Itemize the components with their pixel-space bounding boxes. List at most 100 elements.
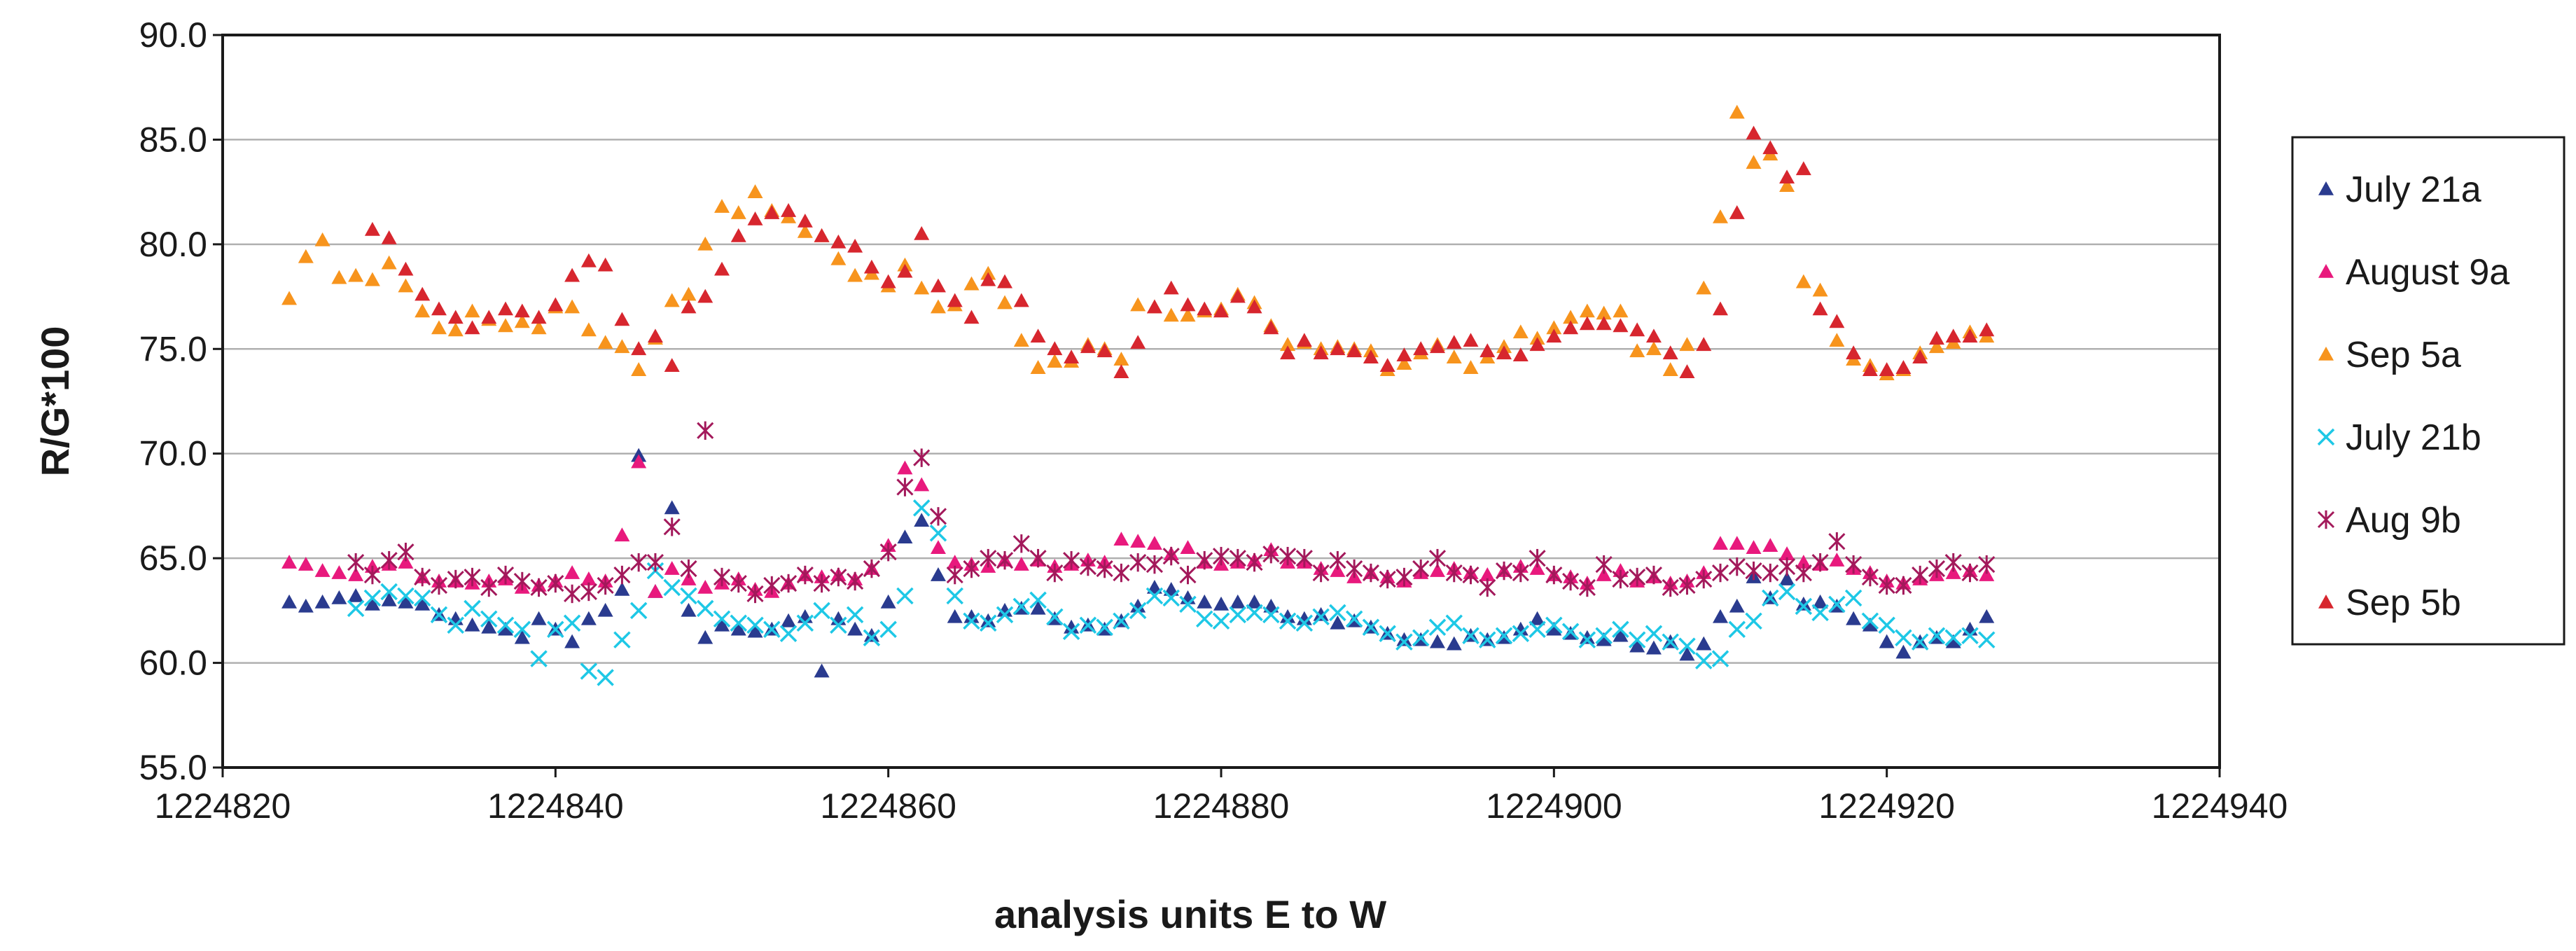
point-july-21a [1529, 611, 1545, 625]
point-sep-5b [830, 234, 847, 249]
point-sep-5b [531, 310, 547, 324]
point-july-21b [1279, 612, 1297, 630]
x-axis-title: analysis units E to W [994, 892, 1386, 936]
point-aug-9b [1279, 546, 1297, 566]
point-july-21b [1728, 620, 1746, 638]
point-july-21a [1979, 609, 1995, 623]
point-aug-9b [1129, 553, 1147, 572]
point-sep-5b [1879, 362, 1895, 376]
point-sep-5b [1729, 205, 1745, 219]
point-july-21a [1130, 598, 1146, 613]
point-july-21b [1113, 612, 1130, 630]
point-july-21b [1961, 627, 1979, 644]
point-sep-5a [415, 303, 431, 318]
point-july-21b [1694, 652, 1713, 669]
point-sep-5b [1446, 335, 1462, 349]
point-aug-9b [1295, 548, 1313, 568]
point-july-21b [813, 602, 830, 620]
legend-marker-sep-5a [2318, 347, 2334, 361]
point-aug-9b [1346, 559, 1363, 578]
point-sep-5b [1146, 299, 1162, 314]
point-july-21a [1230, 594, 1246, 609]
point-august-9a [1596, 567, 1612, 581]
point-sep-5b [1163, 280, 1179, 295]
point-sep-5b [1330, 341, 1346, 356]
data-points [281, 104, 1996, 686]
point-july-21a [498, 621, 514, 636]
point-sep-5b [1679, 364, 1695, 378]
point-sep-5b [697, 289, 713, 303]
point-july-21a [897, 529, 913, 544]
point-july-21b [696, 599, 714, 618]
point-aug-9b [1512, 563, 1529, 583]
point-july-21b [480, 610, 498, 628]
x-tick-label: 1224840 [487, 786, 624, 826]
point-aug-9b [980, 548, 997, 568]
point-july-21a [1879, 634, 1895, 648]
point-sep-5b [364, 221, 380, 236]
point-sep-5b [1529, 337, 1545, 352]
point-aug-9b [1578, 578, 1596, 597]
point-august-9a [1429, 563, 1445, 577]
point-aug-9b [830, 567, 847, 587]
point-july-21a [1296, 611, 1312, 625]
point-july-21b [1029, 591, 1047, 609]
point-august-9a [647, 583, 663, 598]
point-aug-9b [1728, 557, 1746, 576]
point-sep-5a [364, 272, 380, 286]
point-july-21b [347, 599, 365, 618]
point-sep-5a [1629, 343, 1645, 358]
point-sep-5b [1746, 125, 1762, 140]
point-sep-5a [714, 199, 730, 213]
point-sep-5b [1230, 289, 1246, 303]
point-sep-5b [1962, 328, 1978, 343]
point-july-21b [1312, 608, 1330, 626]
point-sep-5a [1030, 360, 1046, 374]
point-sep-5b [1113, 364, 1129, 378]
point-july-21b [1612, 620, 1629, 638]
legend-marker-july-21b [2317, 428, 2335, 446]
point-july-21b [763, 620, 781, 638]
point-sep-5b [1047, 341, 1063, 356]
point-sep-5b [1246, 299, 1262, 314]
point-july-21b [1978, 631, 1996, 648]
point-july-21b [730, 614, 748, 632]
point-july-21b [830, 616, 847, 634]
point-august-9a [1779, 546, 1795, 560]
point-sep-5a [997, 295, 1013, 310]
point-august-9a [664, 561, 680, 575]
point-august-9a [348, 567, 364, 581]
point-aug-9b [1395, 567, 1413, 587]
point-sep-5a [1779, 178, 1795, 192]
point-sep-5a [1446, 349, 1462, 364]
point-aug-9b [913, 448, 931, 467]
point-aug-9b [1629, 567, 1646, 587]
point-sep-5b [1613, 318, 1629, 333]
point-july-21b [1428, 618, 1447, 637]
point-july-21a [730, 621, 746, 636]
point-july-21a [1396, 632, 1412, 646]
point-july-21a [814, 663, 830, 678]
point-aug-9b [896, 478, 914, 497]
point-aug-9b [730, 574, 747, 593]
legend-box [2291, 136, 2565, 646]
point-aug-9b [430, 576, 448, 595]
point-aug-9b [929, 507, 947, 526]
point-sep-5b [1313, 345, 1329, 360]
point-july-21a [1795, 596, 1811, 611]
point-sep-5a [1280, 337, 1296, 352]
point-aug-9b [1695, 569, 1713, 589]
point-july-21b [1362, 618, 1380, 637]
point-sep-5b [814, 228, 830, 242]
point-july-21a [348, 588, 364, 602]
point-aug-9b [1445, 563, 1463, 583]
y-tick-label: 60.0 [139, 644, 207, 683]
point-sep-5a [1579, 303, 1595, 318]
point-aug-9b [414, 567, 431, 587]
point-aug-9b [1861, 567, 1879, 587]
point-aug-9b [630, 553, 648, 572]
point-sep-5b [447, 310, 464, 324]
point-sep-5b [914, 225, 930, 240]
point-july-21a [863, 627, 879, 642]
